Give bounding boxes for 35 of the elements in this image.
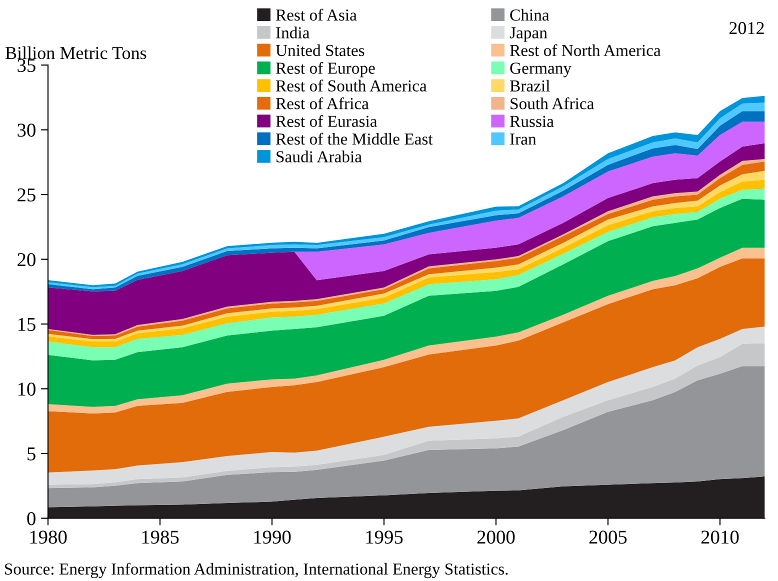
y-tick-label: 15 (18, 318, 36, 331)
legend-label: India (276, 26, 310, 38)
text: 2012 (729, 22, 764, 34)
legend-label: Rest of Europe (276, 62, 375, 78)
legend-label: Saudi Arabia (276, 150, 362, 162)
y-tick-label: 25 (18, 188, 36, 202)
y-tick-label: 20 (18, 253, 36, 266)
x-tick-label: 1995 (366, 530, 403, 544)
y-tick-label: 35 (18, 58, 36, 72)
legend-label: Rest of the Middle East (276, 132, 433, 145)
legend-label: Rest of Eurasia (276, 115, 378, 127)
legend-label: Brazil (510, 80, 550, 92)
x-tick-label: 1990 (254, 530, 291, 544)
y-axis-title: Billion Metric Tons (6, 46, 146, 60)
x-tick-label: 1985 (142, 530, 179, 544)
source-note: Source: Energy Information Administration, International Energy Statistics. (5, 562, 508, 578)
x-tick-label: 2010 (701, 530, 739, 544)
x-tick-label: 1980 (30, 530, 67, 544)
x-tick-label: 2000 (477, 530, 515, 544)
y-tick-label: 0 (27, 512, 36, 526)
legend-label: Rest of North America (510, 44, 661, 56)
legend-label: Japan (510, 27, 548, 42)
legend-label: Rest of South America (276, 80, 427, 92)
legend-label: Russia (510, 116, 554, 128)
legend-label: South Africa (510, 97, 594, 110)
legend-label: Rest of Africa (276, 97, 369, 110)
legend-label: Germany (510, 62, 572, 78)
legend-label: Rest of Asia (276, 8, 357, 21)
y-tick-label: 5 (28, 448, 36, 460)
y-tick-label: 10 (18, 382, 36, 396)
legend-label: United States (276, 44, 364, 56)
legend-label: China (510, 8, 550, 21)
legend-label: Iran (510, 134, 536, 145)
y-tick-label: 30 (18, 124, 36, 137)
x-tick-label: 2005 (589, 530, 627, 544)
